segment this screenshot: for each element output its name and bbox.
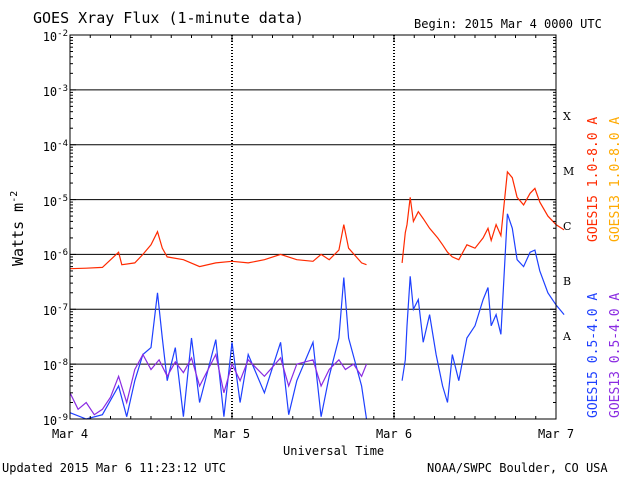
flare-class-label: M [563, 165, 575, 179]
series-line [69, 352, 368, 416]
flare-class-label: X [563, 110, 571, 124]
y-axis-title: Watts m-2 [9, 190, 27, 266]
y-tick-label: 10-5 [42, 193, 68, 209]
flare-class-label: A [563, 329, 571, 343]
x-tick-label: Mar 5 [213, 427, 251, 441]
x-tick-label: Mar 7 [537, 427, 575, 441]
legend-entry: GOES15 1.0-8.0 A [586, 116, 601, 242]
series-line [401, 213, 565, 403]
grid-layer [70, 35, 556, 419]
flare-class-label: B [563, 274, 572, 288]
series-line [69, 224, 367, 270]
updated-timestamp: Updated 2015 Mar 6 11:23:12 UTC [2, 461, 226, 475]
x-axis-title: Universal Time [283, 444, 385, 458]
legend-entry: GOES13 1.0-8.0 A [608, 116, 623, 242]
series-layer [69, 170, 565, 420]
credit-label: NOAA/SWPC Boulder, CO USA [427, 461, 608, 475]
chart-title: GOES Xray Flux (1-minute data) [33, 9, 304, 27]
y-tick-label: 10-8 [42, 358, 68, 374]
plot-frame [69, 34, 557, 420]
x-tick-label: Mar 6 [375, 427, 413, 441]
y-tick-label: 10-3 [42, 83, 68, 99]
y-tick-label: 10-2 [42, 29, 68, 44]
flare-class-label: C [563, 220, 572, 233]
begin-time: Begin: 2015 Mar 4 0000 UTC [414, 17, 602, 31]
y-tick-label: 10-9 [42, 413, 68, 428]
series-line [69, 277, 368, 420]
x-tick-label: Mar 4 [51, 427, 89, 441]
y-tick-label: 10-7 [42, 303, 68, 319]
legend-entry: GOES13 0.5-4.0 A [608, 292, 623, 418]
y-tick-label: 10-6 [42, 248, 68, 264]
series-line [401, 170, 565, 263]
legend-entry: GOES15 0.5-4.0 A [586, 292, 601, 418]
y-tick-label: 10-4 [42, 138, 68, 154]
